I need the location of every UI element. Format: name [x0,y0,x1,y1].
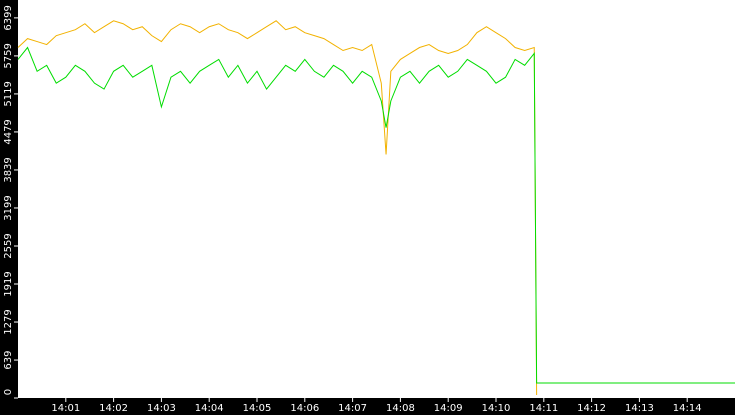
y-tick-label: 1279 [3,309,14,334]
x-tick-label: 14:13 [625,403,654,414]
x-tick-label: 14:14 [673,403,702,414]
y-tick-label: 6399 [3,5,14,30]
x-tick-label: 14:12 [577,403,606,414]
x-tick-label: 14:07 [338,403,367,414]
x-tick-label: 14:01 [51,403,80,414]
x-tick-label: 14:09 [434,403,463,414]
x-tick-label: 14:04 [195,403,224,414]
x-tick-label: 14:05 [243,403,272,414]
x-tick-label: 14:10 [482,403,511,414]
x-tick-label: 14:06 [290,403,319,414]
y-tick-label: 5759 [3,43,14,68]
x-tick-label: 14:02 [99,403,128,414]
x-axis-strip [0,398,735,415]
y-tick-label: 2559 [3,233,14,258]
y-tick-label: 1919 [3,271,14,296]
x-tick-label: 14:11 [529,403,558,414]
y-tick-label: 5119 [3,81,14,106]
y-tick-label: 4479 [3,119,14,144]
series-line [17,20,538,396]
y-tick-label: 3199 [3,195,14,220]
x-tick-label: 14:03 [147,403,176,414]
y-axis-strip [0,0,18,415]
y-tick-label: 0 [3,389,14,395]
series-line [17,46,735,384]
x-tick-label: 14:08 [386,403,415,414]
y-tick-label: 639 [3,350,14,369]
y-tick-label: 3839 [3,157,14,182]
